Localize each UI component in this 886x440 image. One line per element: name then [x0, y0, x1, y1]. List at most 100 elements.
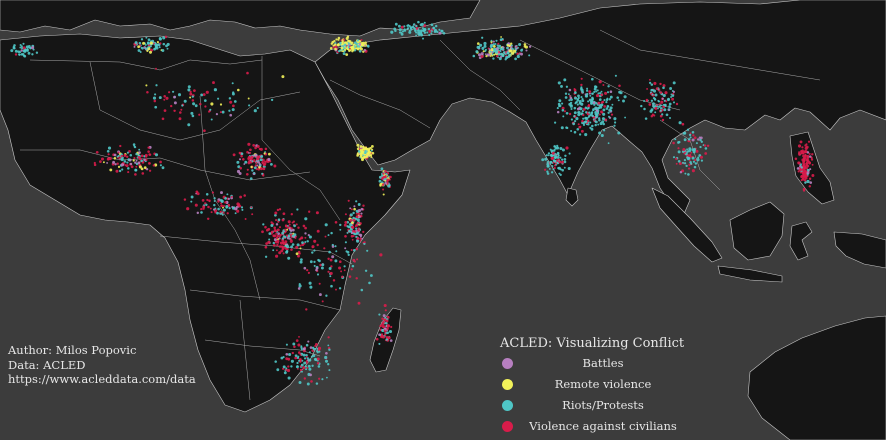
event-remote — [143, 166, 147, 170]
event-riots — [576, 98, 580, 102]
event-battles — [112, 160, 116, 164]
event-riots — [593, 87, 597, 91]
event-riots — [240, 206, 244, 209]
event-riots — [671, 94, 675, 97]
event-civilians — [287, 365, 290, 368]
event-riots — [390, 30, 394, 34]
event-riots — [35, 51, 39, 54]
event-remote — [362, 156, 365, 160]
event-riots — [378, 175, 382, 179]
event-riots — [363, 150, 367, 154]
event-riots — [301, 241, 304, 244]
event-riots — [664, 103, 667, 107]
event-civilians — [206, 198, 209, 202]
event-riots — [253, 166, 257, 170]
event-battles — [238, 158, 242, 161]
event-riots — [294, 354, 298, 358]
event-civilians — [682, 148, 686, 152]
event-civilians — [147, 146, 150, 149]
event-remote — [347, 47, 349, 50]
event-civilians — [126, 155, 129, 158]
border-line — [329, 79, 431, 129]
event-riots — [355, 231, 359, 235]
country-borders — [20, 29, 821, 401]
event-riots — [577, 111, 580, 114]
event-riots — [350, 224, 353, 227]
event-civilians — [355, 223, 358, 227]
event-riots — [481, 46, 485, 50]
event-riots — [618, 90, 622, 94]
event-riots — [561, 102, 564, 105]
event-civilians — [811, 153, 814, 156]
event-riots — [669, 117, 671, 119]
event-civilians — [22, 46, 26, 50]
event-civilians — [276, 243, 279, 247]
event-riots — [360, 288, 364, 292]
event-civilians — [239, 166, 242, 170]
event-riots — [23, 54, 27, 58]
event-civilians — [385, 327, 389, 330]
event-riots — [550, 171, 554, 174]
event-riots — [304, 241, 307, 243]
event-civilians — [191, 99, 195, 102]
event-riots — [606, 91, 610, 94]
event-riots — [622, 99, 625, 103]
event-civilians — [343, 223, 347, 227]
event-civilians — [580, 83, 583, 87]
event-riots — [302, 353, 306, 357]
event-civilians — [186, 207, 190, 211]
event-civilians — [380, 335, 383, 338]
event-riots — [347, 253, 350, 257]
event-riots — [147, 38, 151, 42]
event-riots — [564, 154, 567, 157]
event-civilians — [811, 163, 814, 166]
event-riots — [354, 41, 357, 45]
event-riots — [385, 338, 389, 341]
event-riots — [127, 167, 130, 170]
event-civilians — [265, 242, 268, 245]
event-civilians — [327, 257, 330, 260]
border-line — [261, 56, 341, 221]
event-riots — [221, 213, 224, 216]
event-civilians — [315, 211, 319, 215]
event-riots — [343, 43, 347, 47]
event-battles — [438, 31, 442, 35]
event-civilians — [604, 91, 608, 95]
event-riots — [305, 343, 309, 347]
event-riots — [659, 109, 662, 112]
event-riots — [544, 157, 548, 161]
event-civilians — [204, 105, 207, 108]
event-civilians — [677, 147, 680, 150]
event-riots — [272, 241, 275, 245]
event-civilians — [291, 221, 294, 224]
event-riots — [597, 106, 601, 110]
event-battles — [569, 96, 573, 100]
event-riots — [546, 170, 549, 173]
event-battles — [691, 138, 695, 142]
event-civilians — [93, 163, 97, 167]
event-civilians — [362, 204, 365, 207]
event-riots — [394, 22, 398, 26]
event-civilians — [329, 271, 333, 275]
event-riots — [268, 232, 272, 235]
event-civilians — [808, 185, 812, 188]
event-riots — [434, 24, 438, 28]
event-riots — [652, 89, 657, 93]
event-civilians — [148, 162, 151, 165]
event-remote — [476, 42, 480, 45]
event-civilians — [810, 158, 814, 161]
event-remote — [382, 193, 385, 196]
event-riots — [290, 245, 294, 249]
event-riots — [234, 212, 237, 215]
event-riots — [607, 142, 610, 145]
event-civilians — [356, 221, 360, 225]
event-civilians — [332, 279, 336, 282]
event-remote — [352, 48, 355, 52]
event-remote — [351, 221, 354, 225]
event-civilians — [799, 171, 803, 174]
event-battles — [488, 53, 491, 56]
event-civilians — [294, 237, 297, 240]
event-battles — [256, 164, 259, 167]
event-civilians — [348, 47, 351, 50]
event-riots — [304, 217, 308, 221]
